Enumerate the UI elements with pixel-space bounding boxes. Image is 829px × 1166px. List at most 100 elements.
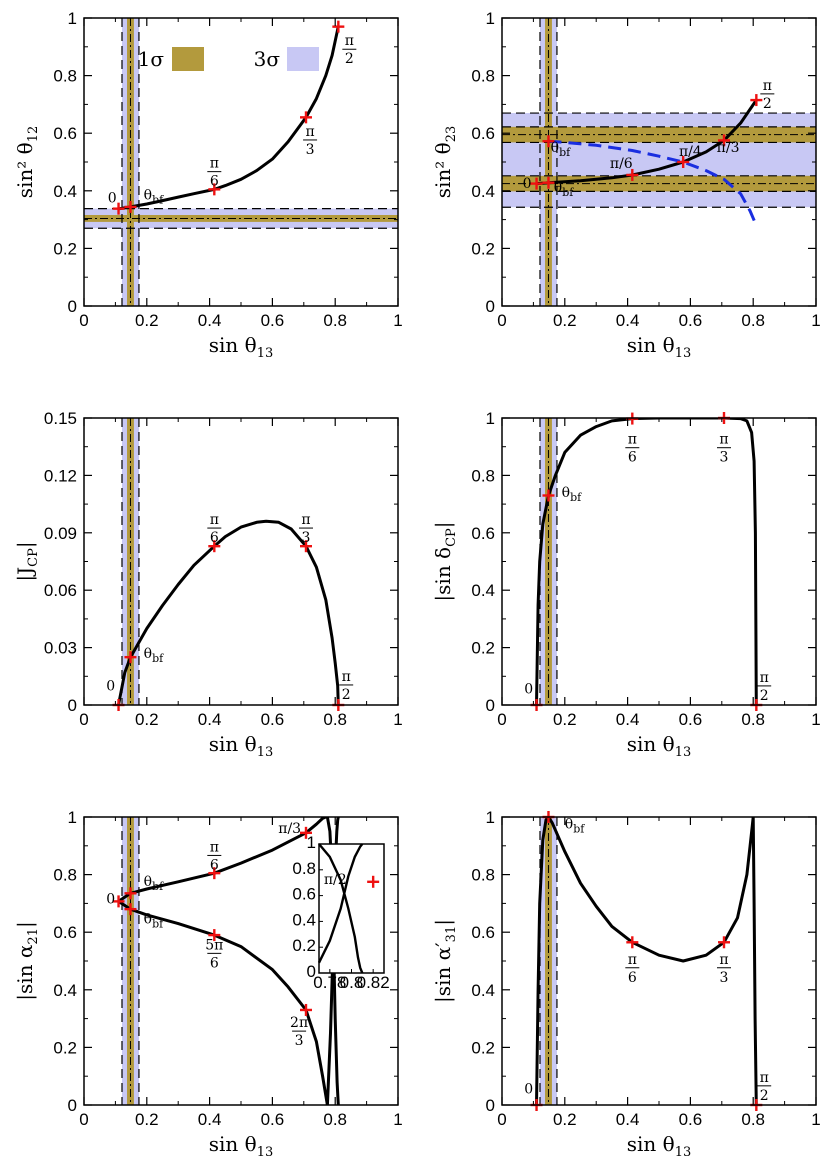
x-axis-label: sin θ13: [627, 1132, 692, 1160]
label-part: |: [431, 919, 456, 926]
x-tick-label: 0.4: [616, 1110, 640, 1129]
theta-bf-label: θbf: [551, 140, 571, 159]
y-tick-label: 1: [486, 808, 495, 827]
fraction-denominator: 6: [210, 174, 219, 190]
x-tick-label: 0.4: [616, 710, 640, 729]
inset-marker: [367, 875, 380, 888]
plot-area: [117, 418, 340, 705]
plot-area: [117, 817, 340, 1105]
annotation-label: 0: [106, 679, 115, 695]
label-part: sin θ: [209, 333, 257, 357]
series-main: [535, 817, 758, 1105]
inset-annotation: π/2: [324, 872, 347, 888]
fraction-numerator: π: [760, 1070, 769, 1086]
annotation-label: π/6: [610, 156, 633, 172]
fraction-denominator: 2: [342, 687, 351, 703]
y-tick-label: 0.03: [44, 639, 77, 658]
fraction-denominator: 2: [763, 96, 772, 112]
series-lower: [117, 900, 329, 1105]
y-axis-label: |sin δCP|: [431, 521, 459, 601]
y-tick-label: 0: [68, 696, 77, 715]
fraction-numerator: π: [210, 156, 219, 172]
data-marker: [124, 651, 137, 664]
data-marker: [626, 168, 639, 181]
x-tick-label: 0.6: [261, 1110, 285, 1129]
y-tick-label: 1: [486, 9, 495, 28]
x-tick-label: 0.8: [741, 1110, 765, 1129]
label-part: θ: [554, 180, 562, 196]
inset-x-tick-label: 0.82: [357, 973, 390, 992]
data-marker: [626, 936, 639, 949]
label-subscript: bf: [562, 186, 574, 199]
y-tick-label: 0.12: [44, 466, 77, 485]
data-marker: [124, 887, 137, 900]
y-axis-label: sin² θ23: [431, 126, 459, 199]
plot-area: [535, 418, 758, 705]
label-subscript: bf: [152, 918, 164, 931]
y-tick-label: 0.6: [53, 124, 77, 143]
data-marker: [542, 489, 555, 502]
fraction-numerator: π: [628, 432, 637, 448]
fraction-numerator: π: [342, 669, 351, 685]
x-axis-label: sin θ13: [627, 333, 692, 361]
annotation-label: π/3: [278, 821, 301, 837]
x-tick-label: 1: [393, 1110, 402, 1129]
label-part: |: [13, 921, 38, 928]
annotation-label: 0: [524, 1081, 533, 1097]
label-part: sin θ: [627, 1132, 675, 1156]
fraction-denominator: 6: [628, 450, 637, 466]
fraction-denominator: 2: [760, 1088, 769, 1104]
y-tick-label: 0.8: [471, 466, 495, 485]
y-tick-label: 0.4: [53, 182, 77, 201]
y-tick-label: 0: [486, 297, 495, 316]
y-tick-label: 0.2: [53, 1038, 77, 1057]
y-tick-label: 0.06: [44, 581, 77, 600]
y-tick-label: 0.4: [471, 581, 495, 600]
inset-y-tick-label: 0.2: [292, 936, 316, 955]
y-tick-label: 0: [68, 1096, 77, 1115]
data-marker: [542, 176, 555, 189]
inset-y-tick-label: 0: [307, 962, 316, 981]
annotation-label: 0: [106, 891, 115, 907]
label-part: θ: [144, 646, 152, 662]
label-part: sin θ: [209, 732, 257, 756]
y-tick-label: 0.4: [53, 981, 77, 1000]
theta-bf-label: θbf: [144, 912, 164, 931]
inset-y-tick-label: 1: [307, 833, 316, 852]
x-tick-label: 0: [497, 710, 506, 729]
series-main: [118, 26, 340, 211]
label-subscript: 13: [675, 1145, 692, 1160]
inset-x-tick-label: 0.78: [313, 973, 346, 992]
label-subscript: 13: [257, 346, 274, 361]
y-tick-label: 0.8: [53, 67, 77, 86]
label-subscript: 13: [675, 745, 692, 760]
label-part: |: [13, 541, 38, 548]
label-subscript: bf: [559, 146, 571, 159]
y-tick-label: 1: [486, 409, 495, 428]
data-marker: [677, 156, 690, 168]
data-marker: [332, 20, 345, 33]
plot-area: [535, 817, 758, 1105]
fraction-label: π3: [298, 512, 313, 546]
y-axis-label: |sin α′31|: [431, 919, 459, 1003]
fraction-numerator: π: [628, 952, 637, 968]
x-tick-label: 1: [393, 311, 402, 330]
data-marker: [112, 202, 125, 215]
y-axis-label: sin² θ12: [13, 126, 41, 199]
x-tick-label: 0.2: [553, 1110, 577, 1129]
label-subscript: 23: [444, 126, 459, 143]
label-part: sin θ: [209, 1132, 257, 1156]
theta-bf-label: θbf: [144, 187, 164, 206]
data-marker: [299, 540, 312, 553]
y-axis-label: |sin α21|: [13, 921, 41, 1000]
x-tick-label: 0.2: [135, 710, 159, 729]
data-marker: [124, 200, 137, 213]
fraction-numerator: 5π: [205, 937, 223, 953]
x-tick-label: 0.4: [616, 311, 640, 330]
label-part: θ: [551, 140, 559, 156]
fraction-denominator: 3: [295, 1033, 304, 1049]
x-tick-label: 0: [79, 1110, 88, 1129]
series-dashed: [548, 139, 758, 226]
